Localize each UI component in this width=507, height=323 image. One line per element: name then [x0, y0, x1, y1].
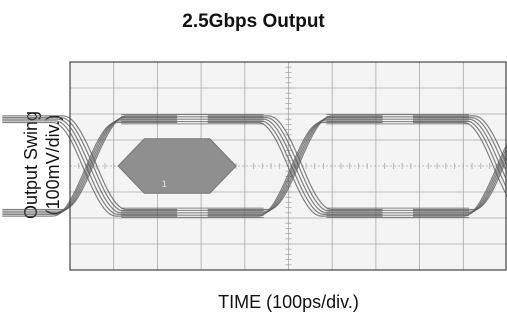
rising-edge-trace — [2, 117, 178, 212]
falling-edge-trace — [413, 120, 507, 190]
x-axis-label: TIME (100ps/div.) — [218, 292, 359, 312]
rising-edge-trace — [413, 153, 507, 212]
falling-edge-trace — [2, 121, 178, 217]
falling-edge-trace — [2, 115, 178, 211]
falling-edge-trace — [207, 120, 383, 215]
falling-edge-trace — [207, 117, 383, 212]
falling-edge-trace — [207, 121, 383, 217]
signal-traces — [2, 113, 507, 219]
eye-mask-label: 1 — [162, 179, 167, 189]
falling-edge-trace — [413, 115, 507, 166]
rising-edge-trace — [207, 117, 383, 212]
eye-mask-hexagon — [117, 138, 237, 194]
falling-edge-trace — [413, 117, 507, 175]
falling-edge-trace — [413, 121, 507, 198]
falling-edge-trace — [207, 115, 383, 211]
plot-frame — [69, 61, 507, 271]
falling-edge-trace — [2, 117, 178, 212]
rising-edge-trace — [207, 120, 383, 215]
rising-edge-trace — [413, 146, 507, 215]
falling-edge-trace — [2, 120, 178, 215]
rising-edge-trace — [2, 120, 178, 215]
chart-title: 2.5Gbps Output — [182, 11, 325, 32]
